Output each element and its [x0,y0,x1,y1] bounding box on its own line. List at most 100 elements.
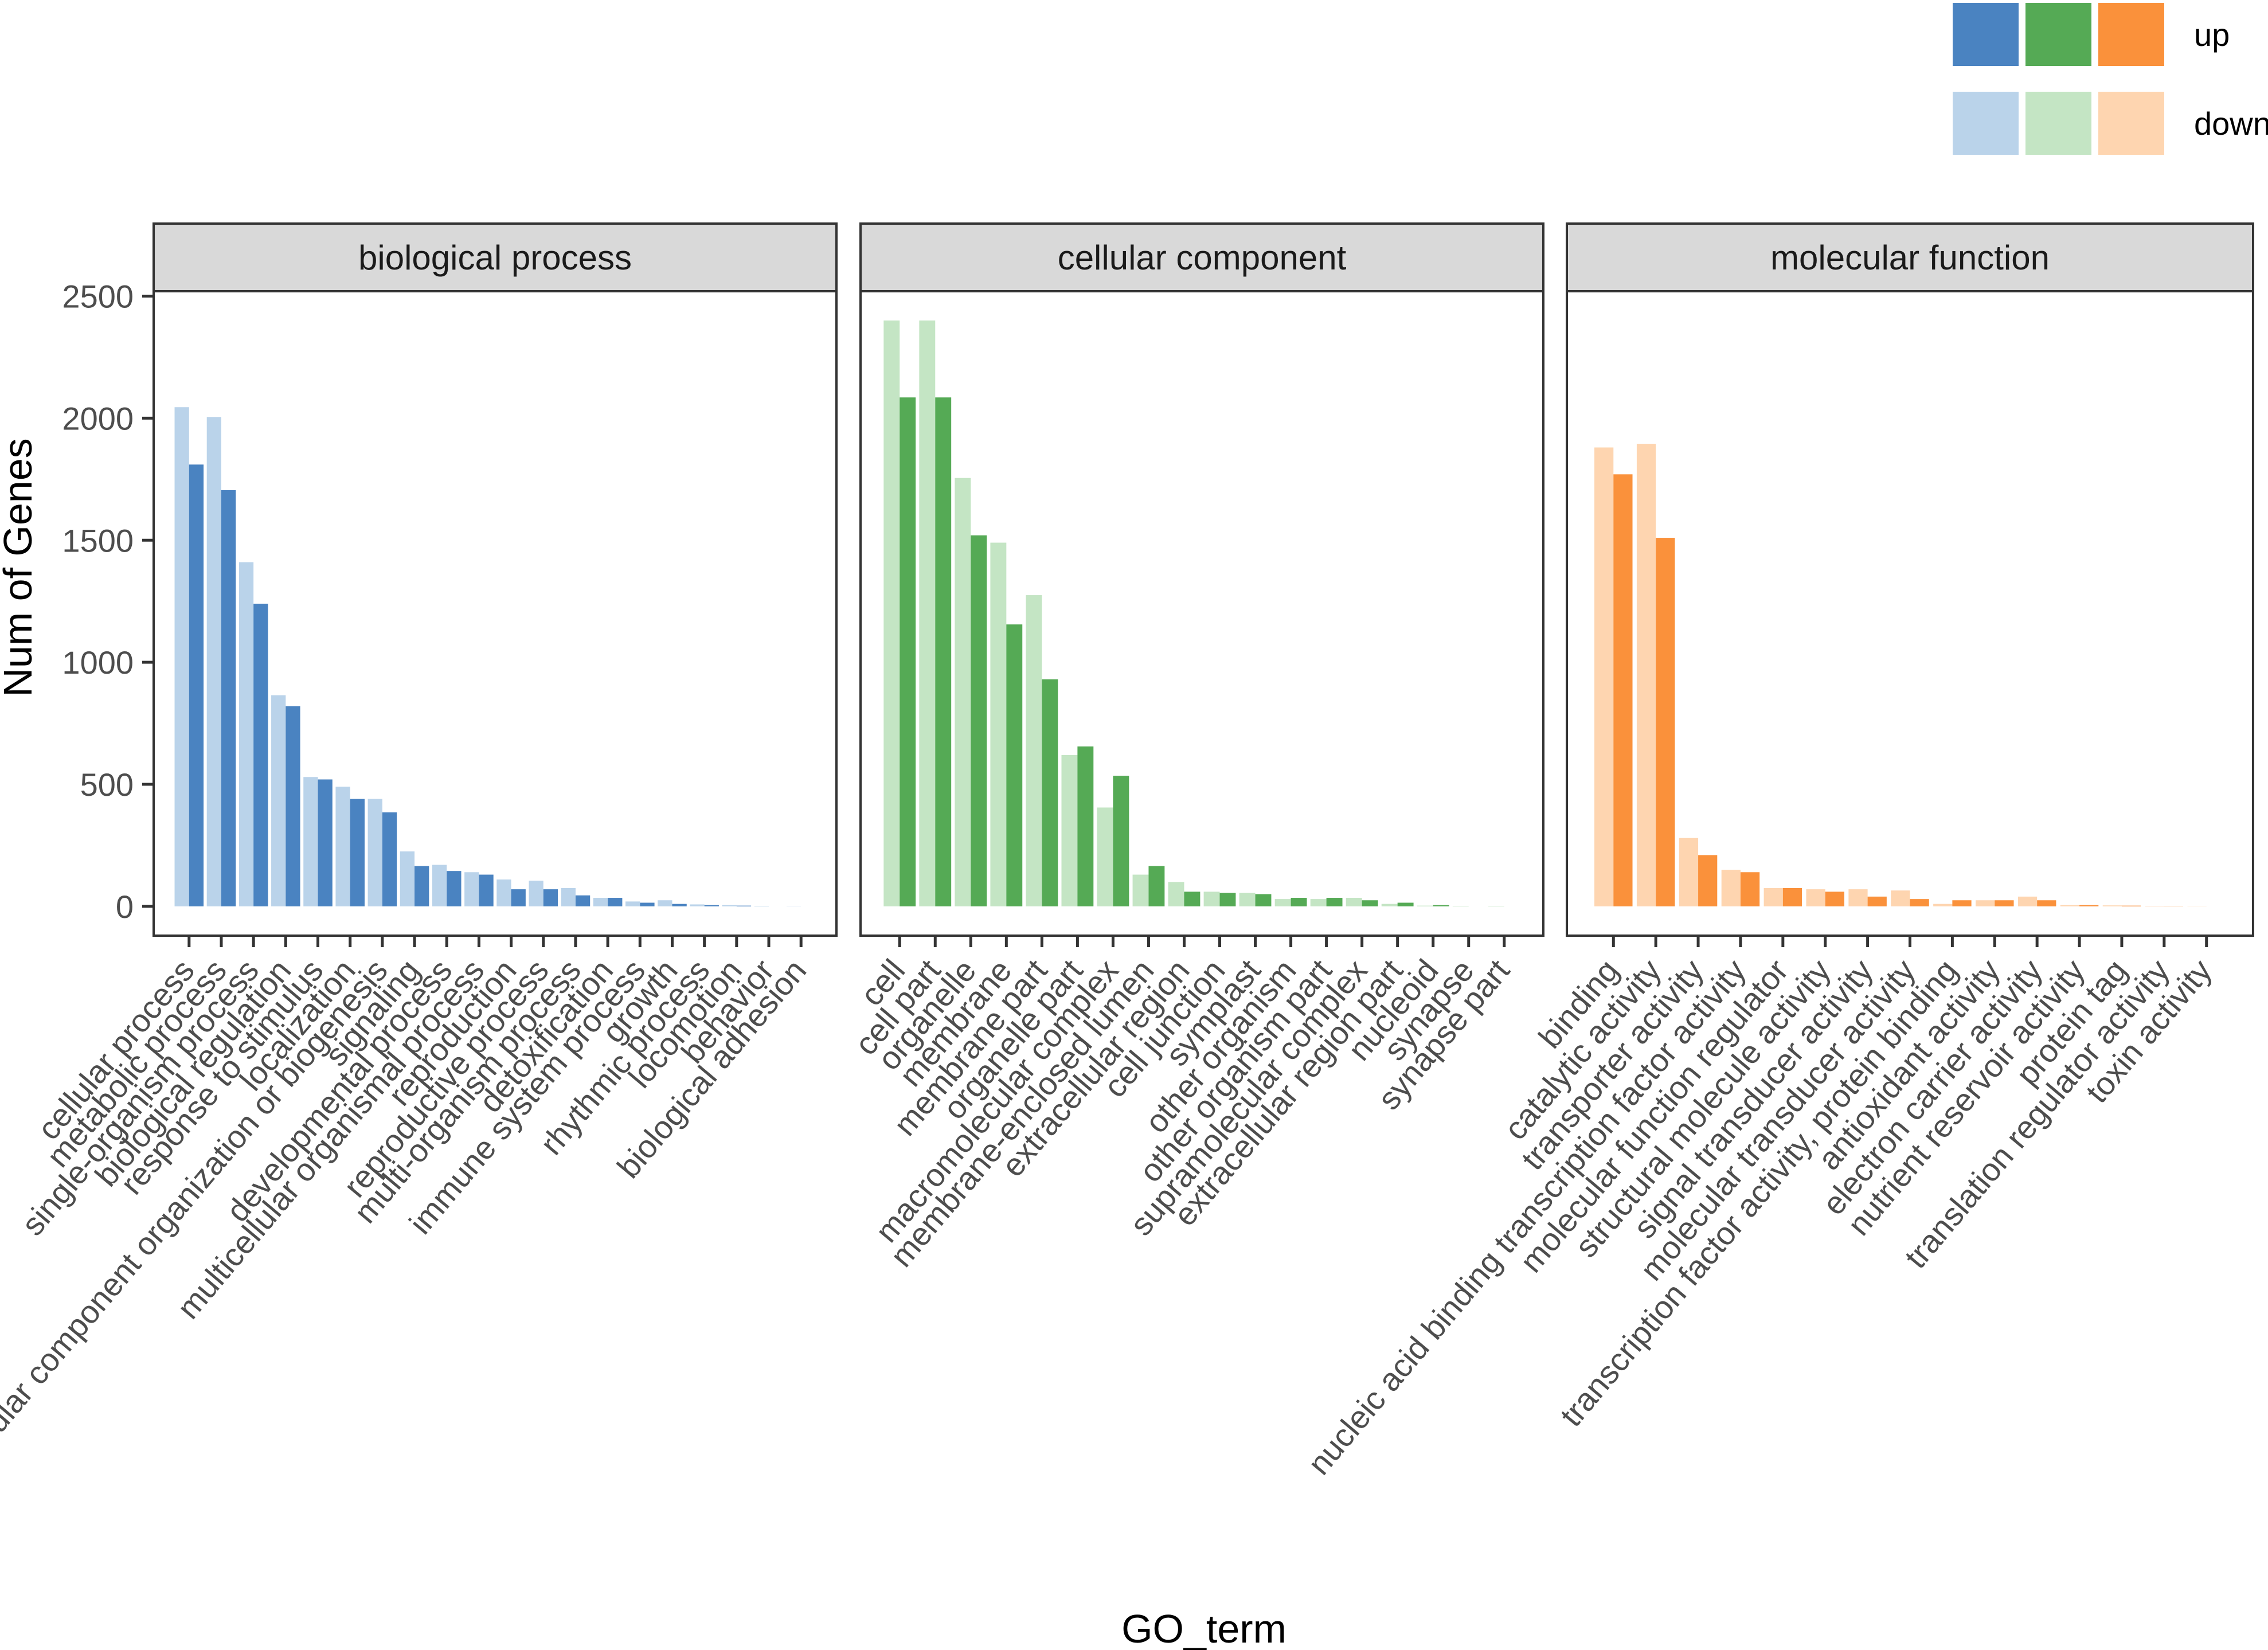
bar-up-nucleoid [1433,905,1449,906]
bar-down-electron-carrier-activity [2017,896,2038,906]
legend-key-down [2098,92,2164,155]
bar-down-nucleic-acid-binding-transcription-factor-activity [1721,870,1741,906]
bar-down-rhythmic-process [690,904,705,906]
bar-down-reproduction [496,879,511,906]
bar-down-organelle [955,478,971,906]
bar-up-molecular-transducer-activity [1910,899,1929,906]
bar-down-growth [658,900,672,906]
bar-down-other-organism [1274,899,1291,906]
facet-strip [1566,222,2254,292]
bar-up-supramolecular-complex [1362,900,1378,906]
facet-title: biological process [358,238,632,277]
bar-up-structural-molecule-activity [1825,892,1844,906]
y-tick-label: 500 [80,767,134,803]
bar-up-membrane-enclosed-lumen [1148,866,1165,906]
bar-down-multi-organism-process [561,887,576,906]
facet-strip [859,222,1544,292]
bar-down-molecular-transducer-activity [1891,890,1910,906]
bar-up-cellular-component-organization-or-biogenesis [382,812,397,906]
bar-up-immune-system-process [640,902,655,906]
bar-up-localization [350,799,365,906]
bar-down-structural-molecule-activity [1806,889,1825,906]
bar-up-rhythmic-process [704,905,719,906]
bar-up-molecular-function-regulator [1782,887,1802,906]
bar-up-symplast [1255,894,1272,906]
y-axis: 0 500 1000 1500 2000 2500 [62,279,154,925]
panel-border [859,290,1544,937]
bar-down-locomotion [722,905,737,906]
bar-up-signal-transducer-activity [1867,896,1887,906]
bar-down-supramolecular-complex [1346,898,1362,906]
bar-up-cell [900,397,916,906]
bar-down-extracellular-region [1168,882,1184,906]
bar-down-nutrient-reservoir-activity [2060,905,2080,906]
bar-up-catalytic-activity [1656,538,1675,906]
bar-up-signaling [415,866,429,906]
bar-down-binding [1594,447,1614,906]
bar-down-localization [335,787,350,906]
bar-up-reproductive-process [543,889,558,906]
bar-down-antioxidant-activity [1976,900,1995,906]
bar-down-immune-system-process [625,901,640,906]
bar-up-cell-junction [1219,893,1236,906]
bar-down-signaling [400,851,415,906]
bars [883,320,1504,906]
bar-down-detoxification [593,898,608,906]
bar-up-growth [672,904,687,906]
bar-down-molecular-function-regulator [1763,887,1783,906]
bar-down-cell-part [919,320,936,906]
bar-up-extracellular-region [1184,892,1201,906]
bar-up-transcription-factor-activity-protein-binding [1952,900,1972,906]
legend: up down [1953,3,2268,155]
bar-up-nucleic-acid-binding-transcription-factor-activity [1740,872,1760,906]
bar-up-membrane [1006,624,1023,906]
facet-title: molecular function [1770,238,2050,277]
bar-down-macromolecular-complex [1097,807,1113,906]
x-axis-title: GO_term [1121,1606,1286,1650]
bar-up-membrane-part [1042,679,1058,906]
bar-down-catalytic-activity [1636,444,1656,906]
bar-up-multicellular-organismal-process [479,874,494,906]
y-axis-title: Num of Genes [0,438,40,697]
bar-up-organelle-part [1077,746,1094,906]
bar-down-cellular-process [174,407,189,906]
bar-down-transcription-factor-activity-protein-binding [1933,904,1953,906]
bar-down-metabolic-process [206,417,221,906]
bar-up-cellular-process [189,464,204,906]
legend-label-down: down [2194,105,2268,142]
bar-up-developmental-process [447,871,462,906]
y-tick-label: 2000 [62,400,134,436]
bar-up-detoxification [608,898,623,906]
y-tick-label: 1500 [62,522,134,558]
bar-up-other-organism [1291,898,1307,906]
bar-down-protein-tag [2102,905,2122,906]
bar-up-nutrient-reservoir-activity [2079,905,2099,906]
bar-down-membrane [990,542,1007,906]
bar-up-electron-carrier-activity [2037,900,2056,906]
bar-down-response-to-stimulus [303,777,318,906]
bar-down-symplast [1239,893,1256,906]
bar-down-organelle-part [1061,754,1078,906]
panel-border [1566,290,2254,937]
bar-up-cell-part [935,397,952,906]
bar-down-extracellular-region-part [1381,904,1398,906]
bar-up-other-organism-part [1326,898,1343,906]
facet-strip [152,222,838,292]
bar-down-reproductive-process [529,881,543,906]
bar-up-antioxidant-activity [1995,900,2014,906]
legend-key-up [2025,3,2091,66]
bar-up-transporter-activity [1698,855,1718,906]
bar-up-multi-organism-process [575,895,591,906]
bars [174,407,801,906]
bar-down-multicellular-organismal-process [464,872,479,906]
bar-down-signal-transducer-activity [1848,889,1868,906]
bar-up-binding [1613,474,1633,906]
y-tick-label: 0 [116,889,134,925]
bar-up-macromolecular-complex [1113,776,1129,906]
bar-up-reproduction [511,889,526,906]
y-tick-label: 2500 [62,279,134,315]
bar-down-single-organism-process [238,562,254,906]
bar-up-metabolic-process [221,490,236,906]
